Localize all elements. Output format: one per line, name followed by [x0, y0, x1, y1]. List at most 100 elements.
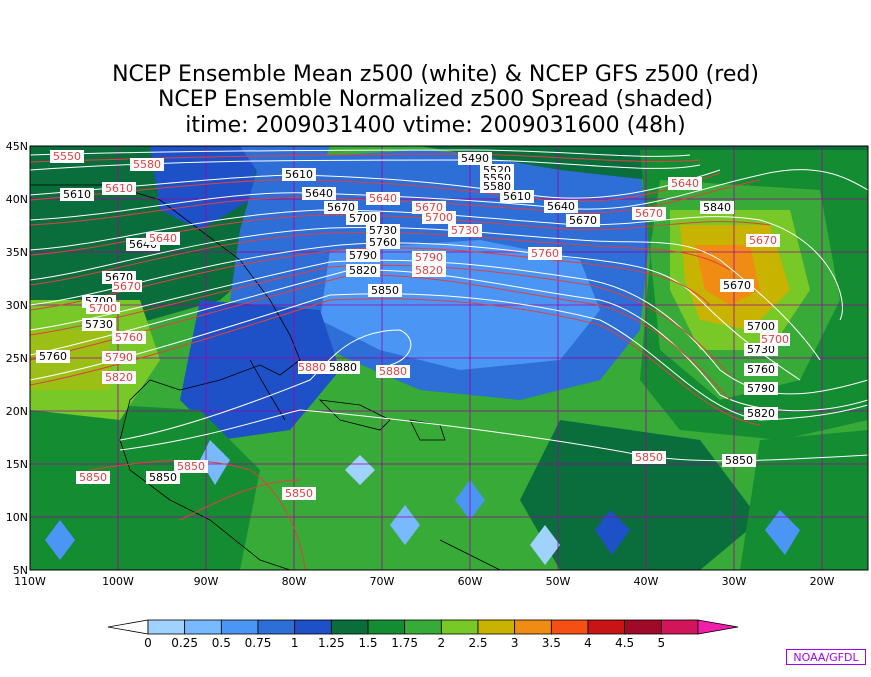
contour-label-5850: 5850 — [722, 454, 756, 467]
contour-label-5640: 5640 — [544, 200, 578, 213]
contour-label-5610: 5610 — [60, 188, 94, 201]
svg-text:5820: 5820 — [415, 264, 443, 277]
contour-label-5700: 5700 — [346, 212, 380, 225]
colorbar-tick-label: 2.5 — [468, 636, 488, 650]
colorbar-swatch — [404, 619, 442, 635]
svg-text:5880: 5880 — [298, 361, 326, 374]
svg-text:5880: 5880 — [329, 361, 357, 374]
svg-text:5610: 5610 — [105, 182, 133, 195]
contour-label-5640: 5640 — [302, 187, 336, 200]
svg-text:5700: 5700 — [89, 302, 117, 315]
contour-label-5730: 5730 — [82, 318, 116, 331]
svg-text:5850: 5850 — [79, 471, 107, 484]
colorbar-tick-label: 2 — [437, 636, 446, 650]
colorbar-tick-label: 1 — [290, 636, 299, 650]
colorbar — [107, 619, 739, 635]
gfs-label-5670: 5670 — [412, 201, 446, 214]
lat-label: 5N — [13, 564, 28, 577]
gfs-label-5820: 5820 — [102, 371, 136, 384]
svg-text:5640: 5640 — [149, 232, 177, 245]
title-line-1: NCEP Ensemble Mean z500 (white) & NCEP G… — [112, 62, 759, 87]
gfs-label-5700: 5700 — [422, 211, 456, 224]
longitude-axis: 110W 100W 90W 80W 70W 60W 50W 40W 30W 20… — [14, 575, 834, 588]
colorbar-tick-label: 3 — [510, 636, 519, 650]
gfs-label-5850: 5850 — [76, 471, 110, 484]
svg-text:5700: 5700 — [349, 212, 377, 225]
title-line-2: NCEP Ensemble Normalized z500 Spread (sh… — [157, 87, 714, 112]
gfs-label-5790: 5790 — [412, 251, 446, 264]
colorbar-swatch — [294, 619, 332, 635]
red-contour-labels: 5550 5580 5610 5640 5640 5670 5700 5730 … — [50, 150, 790, 500]
lon-label: 70W — [370, 575, 395, 588]
contour-label-5760: 5760 — [366, 236, 400, 249]
svg-text:5820: 5820 — [747, 407, 775, 420]
contour-label-5700: 5700 — [744, 320, 778, 333]
svg-text:5850: 5850 — [285, 487, 313, 500]
svg-text:5610: 5610 — [503, 190, 531, 203]
svg-text:5640: 5640 — [305, 187, 333, 200]
contour-label-5790: 5790 — [346, 249, 380, 262]
lon-label: 90W — [194, 575, 219, 588]
gfs-label-5760: 5760 — [112, 331, 146, 344]
svg-text:5730: 5730 — [85, 318, 113, 331]
gfs-label-5850: 5850 — [174, 460, 208, 473]
colorbar-tick-label: 0.25 — [171, 636, 199, 650]
gfs-label-5640: 5640 — [146, 232, 180, 245]
contour-label-5850: 5850 — [146, 471, 180, 484]
svg-text:5820: 5820 — [105, 371, 133, 384]
lat-label: 15N — [6, 458, 28, 471]
svg-text:5640: 5640 — [369, 192, 397, 205]
colorbar-tick-label: 1.25 — [317, 636, 345, 650]
contour-label-5670: 5670 — [566, 214, 600, 227]
credit-label: NOAA/GFDL — [786, 649, 866, 665]
gfs-label-5850: 5850 — [632, 451, 666, 464]
colorbar-tick-label: 4 — [584, 636, 592, 650]
lon-label: 30W — [722, 575, 747, 588]
svg-text:5760: 5760 — [369, 236, 397, 249]
svg-text:5670: 5670 — [327, 201, 355, 214]
lat-label: 25N — [6, 352, 28, 365]
svg-text:5790: 5790 — [415, 251, 443, 264]
gfs-label-5580: 5580 — [130, 158, 164, 171]
svg-text:5850: 5850 — [177, 460, 205, 473]
gfs-label-5700: 5700 — [86, 302, 120, 315]
contour-label-5880: 5880 — [326, 361, 360, 374]
svg-text:5670: 5670 — [415, 201, 443, 214]
colorbar-tick-label: 1.75 — [391, 636, 419, 650]
contour-label-5610: 5610 — [500, 190, 534, 203]
lat-label: 35N — [6, 246, 28, 259]
svg-text:5580: 5580 — [483, 180, 511, 193]
colorbar-swatch — [257, 619, 296, 635]
colorbar-over-triangle — [697, 619, 739, 635]
lat-label: 20N — [6, 405, 28, 418]
gfs-label-5550: 5550 — [50, 150, 84, 163]
colorbar-swatch — [587, 619, 626, 635]
contour-label-5760: 5760 — [744, 363, 778, 376]
svg-text:5610: 5610 — [285, 168, 313, 181]
svg-text:5790: 5790 — [349, 249, 377, 262]
lon-label: 40W — [634, 575, 659, 588]
svg-text:5850: 5850 — [635, 451, 663, 464]
gfs-label-5790: 5790 — [102, 351, 136, 364]
lon-label: 80W — [282, 575, 307, 588]
svg-text:5580: 5580 — [133, 158, 161, 171]
svg-text:5490: 5490 — [461, 152, 489, 165]
svg-text:5700: 5700 — [747, 320, 775, 333]
svg-text:5640: 5640 — [671, 177, 699, 190]
contour-label-5790: 5790 — [744, 382, 778, 395]
colorbar-tick-label: 1.5 — [358, 636, 378, 650]
colorbar-swatch — [550, 619, 589, 635]
lon-label: 100W — [102, 575, 134, 588]
svg-text:5610: 5610 — [63, 188, 91, 201]
gfs-label-5640: 5640 — [366, 192, 400, 205]
lat-label: 40N — [6, 193, 28, 206]
svg-text:5670: 5670 — [749, 234, 777, 247]
contour-label-5730: 5730 — [366, 224, 400, 237]
lat-label: 45N — [6, 140, 28, 153]
gfs-label-5670: 5670 — [112, 280, 142, 293]
colorbar-swatch — [220, 619, 259, 635]
colorbar-tick-label: 5 — [657, 636, 666, 650]
lon-label: 20W — [810, 575, 835, 588]
colorbar-swatch — [477, 619, 516, 635]
title-line-3: itime: 2009031400 vtime: 2009031600 (48h… — [185, 113, 686, 138]
